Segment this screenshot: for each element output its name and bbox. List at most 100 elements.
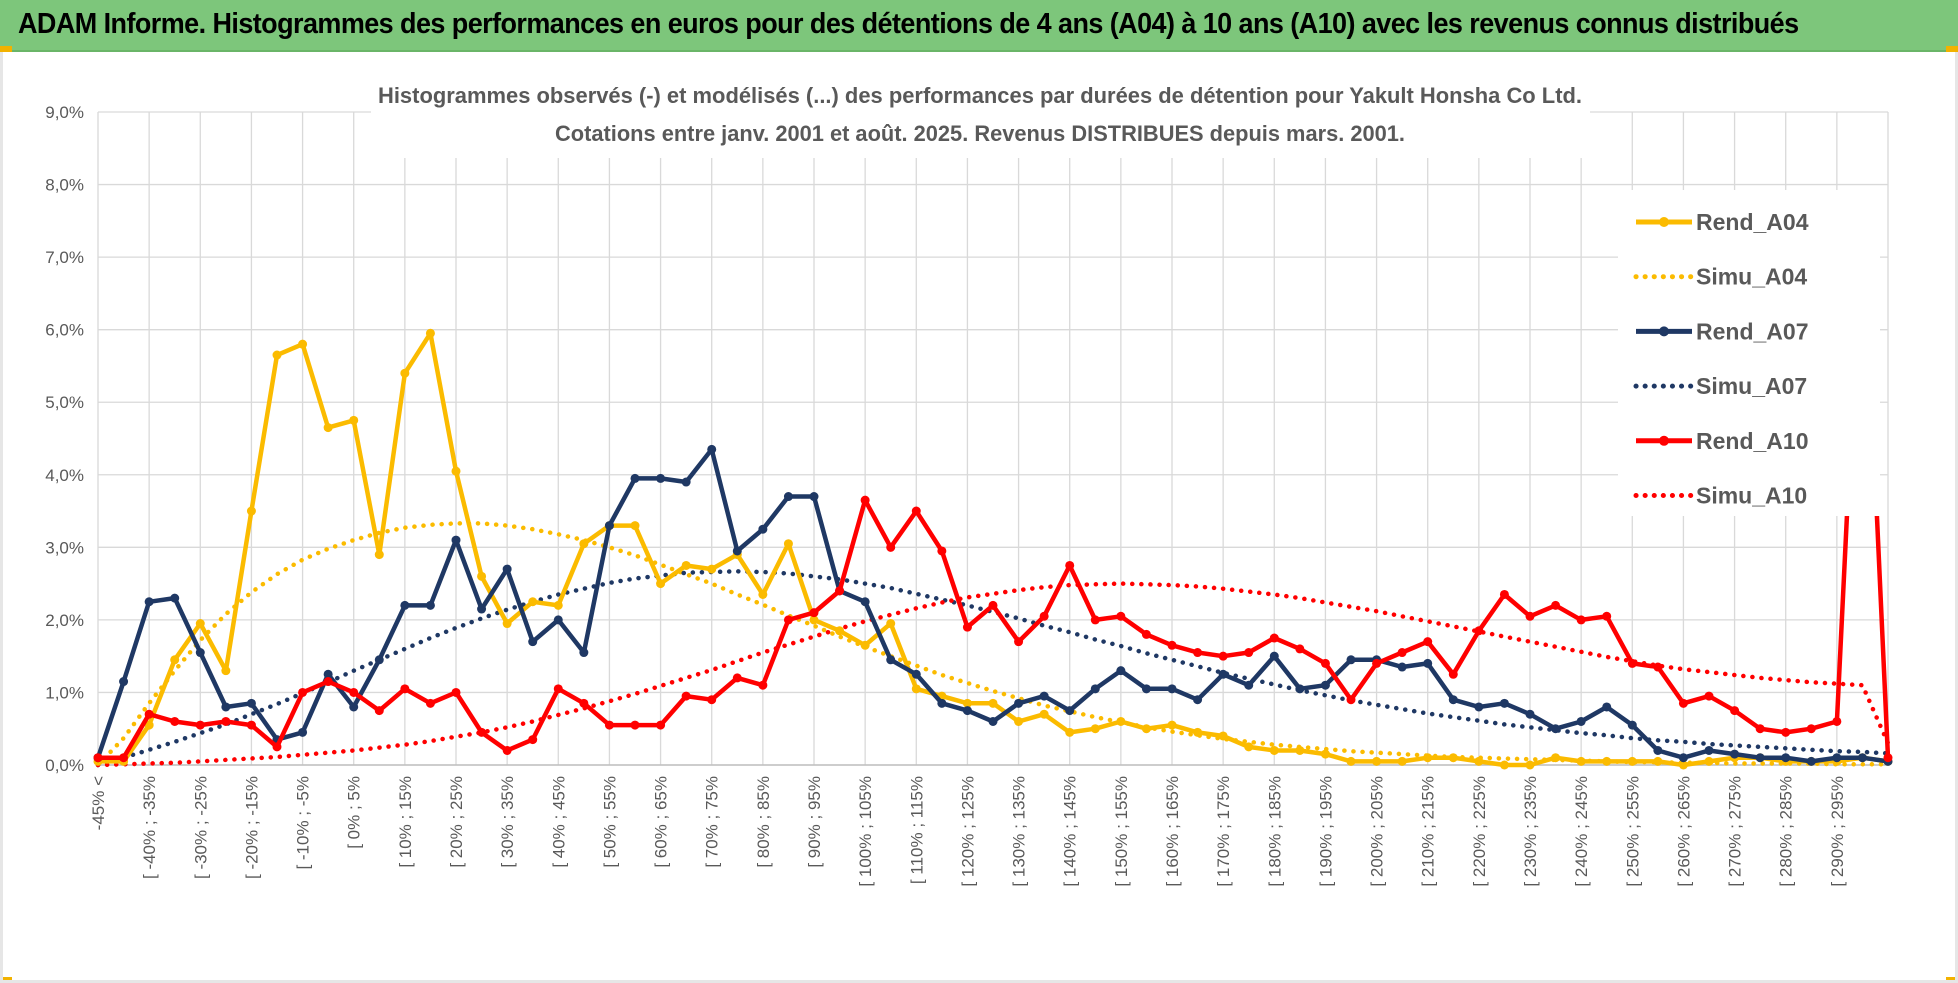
data-point <box>1295 745 1305 755</box>
data-point <box>195 619 205 629</box>
data-point <box>962 622 972 632</box>
report-banner: ADAM Informe. Histogrammes des performan… <box>0 0 1958 52</box>
data-point <box>962 698 972 708</box>
data-point <box>349 702 359 712</box>
data-point <box>1090 684 1100 694</box>
x-tick-label: [ 30% ; 35% <box>498 776 517 868</box>
series-line <box>95 581 1891 768</box>
data-point <box>911 684 921 694</box>
title-background <box>371 74 1590 158</box>
data-point <box>1627 720 1637 730</box>
data-point <box>221 716 231 726</box>
legend-item: Simu_A07 <box>1633 373 1807 399</box>
data-point <box>988 698 998 708</box>
data-point <box>119 753 129 763</box>
data-point <box>144 720 154 730</box>
data-point <box>246 698 256 708</box>
data-point <box>1141 724 1151 734</box>
data-point <box>1653 756 1663 766</box>
x-tick-label: [ -10% ; -5% <box>294 776 313 870</box>
data-point <box>221 666 231 676</box>
x-tick-label: [ 290% ; 295% <box>1828 776 1847 887</box>
corner-mark-left <box>0 46 12 52</box>
x-tick-label: [ 220% ; 225% <box>1470 776 1489 887</box>
data-point <box>1320 658 1330 668</box>
data-point <box>1244 648 1254 658</box>
data-point <box>630 473 640 483</box>
data-point <box>1755 724 1765 734</box>
data-point <box>783 492 793 502</box>
data-point <box>988 600 998 610</box>
data-point <box>732 673 742 683</box>
data-point <box>630 521 640 531</box>
series-Rend_A07 <box>93 444 1893 766</box>
series-Rend_A04 <box>93 328 1893 770</box>
y-tick-label: 3,0% <box>45 538 84 557</box>
data-point <box>1295 644 1305 654</box>
data-point <box>707 564 717 574</box>
data-point <box>425 600 435 610</box>
data-point <box>656 720 666 730</box>
x-tick-label: [ -20% ; -15% <box>242 776 261 879</box>
data-point <box>477 604 487 614</box>
data-point <box>1065 706 1075 716</box>
x-tick-label: [ 90% ; 95% <box>805 776 824 868</box>
data-point <box>1397 648 1407 658</box>
data-point <box>1014 698 1024 708</box>
data-point <box>1857 753 1867 763</box>
data-point <box>1781 727 1791 737</box>
data-point <box>1167 684 1177 694</box>
data-point <box>1372 756 1382 766</box>
data-point <box>1346 756 1356 766</box>
series-line <box>95 569 1891 768</box>
x-tick-label: [ 140% ; 145% <box>1061 776 1080 887</box>
x-tick-label: [ 130% ; 135% <box>1010 776 1029 887</box>
data-point <box>119 677 129 687</box>
legend: Rend_A04 Simu_A04 Rend_A07 Simu_A07 Rend_A10… <box>1618 190 1880 516</box>
data-point <box>886 542 896 552</box>
data-point <box>1397 662 1407 672</box>
data-point <box>93 753 103 763</box>
x-tick-label: [ 10% ; 15% <box>396 776 415 868</box>
data-point <box>1065 727 1075 737</box>
data-point <box>1627 756 1637 766</box>
data-point <box>1883 753 1893 763</box>
data-point <box>400 684 410 694</box>
data-point <box>170 655 180 665</box>
data-point <box>1397 756 1407 766</box>
data-point <box>809 492 819 502</box>
data-point <box>835 586 845 596</box>
legend-label: Simu_A04 <box>1696 264 1807 290</box>
data-point <box>1602 756 1612 766</box>
data-point <box>1320 749 1330 759</box>
data-point <box>1474 626 1484 636</box>
data-point <box>1499 589 1509 599</box>
data-point <box>195 648 205 658</box>
y-tick-label: 2,0% <box>45 611 84 630</box>
data-point <box>1218 669 1228 679</box>
x-tick-label: [ 260% ; 265% <box>1674 776 1693 887</box>
data-point <box>1755 753 1765 763</box>
legend-label: Rend_A07 <box>1696 318 1808 344</box>
data-point <box>451 466 461 476</box>
data-point <box>681 477 691 487</box>
data-point <box>553 615 563 625</box>
legend-item: Simu_A04 <box>1633 264 1807 290</box>
data-point <box>451 535 461 545</box>
data-point <box>502 619 512 629</box>
data-point <box>374 655 384 665</box>
x-tick-label: [ 110% ; 115% <box>907 776 926 884</box>
legend-marker <box>1659 326 1669 337</box>
y-tick-label: 6,0% <box>45 321 84 340</box>
data-point <box>860 640 870 650</box>
data-point <box>298 339 308 349</box>
data-point <box>579 648 589 658</box>
data-point <box>1014 716 1024 726</box>
x-tick-label: -45% < <box>89 776 108 830</box>
data-point <box>783 539 793 549</box>
data-point <box>1525 709 1535 719</box>
x-tick-label: [ 180% ; 185% <box>1265 776 1284 887</box>
data-point <box>579 539 589 549</box>
data-point <box>1448 695 1458 705</box>
